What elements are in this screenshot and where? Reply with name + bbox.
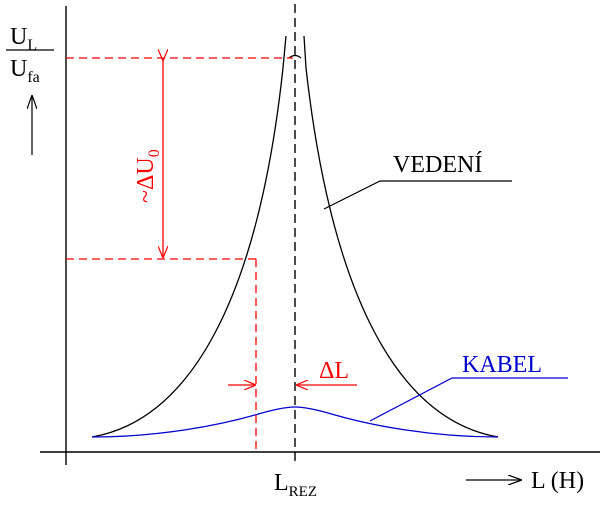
line-curve [91,35,499,438]
y-label-numerator: UL [10,24,37,54]
delta-u-label: ~ΔU0 [133,149,163,203]
delta-l-label: ΔL [319,358,349,384]
y-label-denominator: Ufa [10,56,40,86]
line-label: VEDENÍ [393,152,482,178]
cable-curve [91,406,499,438]
cable-leader [369,377,568,422]
x-axis-label: L (H) [531,468,584,494]
cable-label: KABEL [462,352,542,378]
resonance-label: LREZ [274,470,317,500]
line-leader [323,180,512,210]
